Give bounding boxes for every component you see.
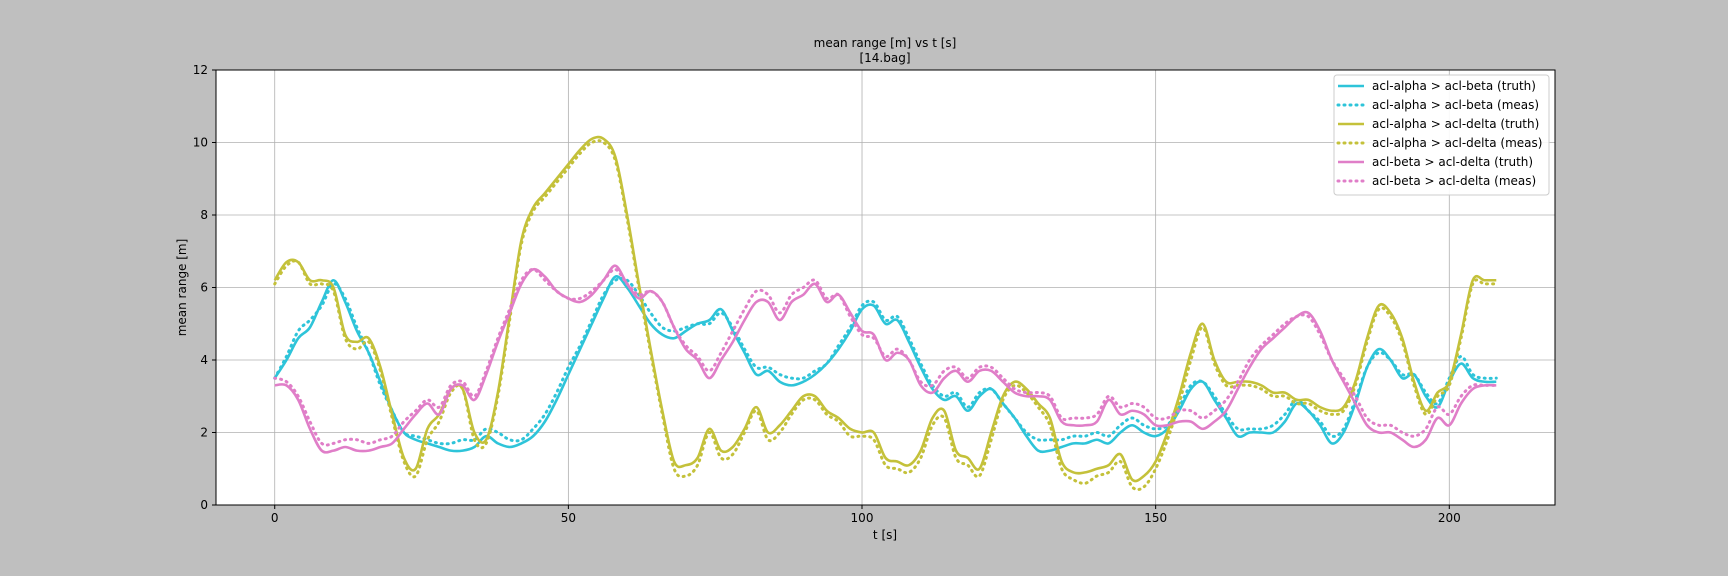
y-tick-label: 10 <box>193 136 208 150</box>
y-tick-label: 6 <box>200 281 208 295</box>
series-line-4 <box>273 139 1498 492</box>
series-line-6 <box>273 267 1498 447</box>
x-axis-label: t [s] <box>873 528 897 542</box>
x-axis-ticks: 0 50 100 150 200 <box>271 505 1461 525</box>
y-tick-label: 4 <box>200 353 208 367</box>
legend-label: acl-alpha > acl-beta (meas) <box>1372 98 1539 112</box>
y-tick-label: 2 <box>200 426 208 440</box>
x-tick-label: 200 <box>1438 511 1461 525</box>
legend-label: acl-alpha > acl-delta (meas) <box>1372 136 1542 150</box>
y-tick-label: 12 <box>193 63 208 77</box>
legend-label: acl-beta > acl-delta (meas) <box>1372 174 1536 188</box>
y-axis-ticks: 0 2 4 6 8 10 12 <box>193 63 216 512</box>
series-line-3 <box>273 135 1497 483</box>
x-tick-label: 0 <box>271 511 279 525</box>
x-tick-label: 150 <box>1144 511 1167 525</box>
legend-box <box>1333 74 1550 196</box>
legend-label: acl-alpha > acl-delta (truth) <box>1372 117 1539 131</box>
x-tick-label: 50 <box>561 511 576 525</box>
y-axis-label: mean range [m] <box>175 239 189 337</box>
y-tick-label: 0 <box>200 498 208 512</box>
legend-label: acl-alpha > acl-beta (truth) <box>1372 79 1536 93</box>
legend-label: acl-beta > acl-delta (truth) <box>1372 155 1533 169</box>
chart-title: mean range [m] vs t [s] <box>814 36 957 50</box>
series-layer <box>273 135 1498 492</box>
chart-subtitle: [14.bag] <box>859 51 910 65</box>
y-tick-label: 8 <box>200 208 208 222</box>
legend: acl-alpha > acl-beta (truth) acl-alpha > … <box>1333 74 1550 196</box>
x-tick-label: 100 <box>851 511 874 525</box>
